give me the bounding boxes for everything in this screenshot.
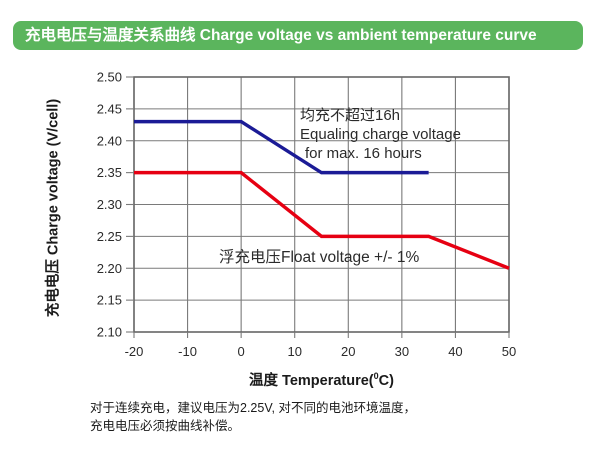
float-annotation-line: 浮充电压Float voltage +/- 1% xyxy=(219,249,420,266)
y-tick-label: 2.50 xyxy=(97,70,122,85)
chart-title-text: 充电电压与温度关系曲线 Charge voltage vs ambient te… xyxy=(25,27,537,44)
x-tick-label: -10 xyxy=(178,344,197,359)
equalize-annotation-line-en1: Equaling charge voltage xyxy=(300,126,461,143)
equalize-annotation-line-en2: for max. 16 hours xyxy=(305,145,422,162)
x-tick-label: 20 xyxy=(341,344,355,359)
y-axis-title: 充电电压 Charge voltage (V/cell) xyxy=(45,98,62,318)
x-tick-label: 10 xyxy=(287,344,301,359)
footnote-line-2: 充电电压必须按曲线补偿。 xyxy=(90,419,241,433)
equalize-annotation-line-cn: 均充不超过16h xyxy=(300,107,401,124)
equalizing-charge-voltage-line xyxy=(134,119,429,175)
x-tick-label: 30 xyxy=(395,344,409,359)
footnote-line-1: 对于连续充电，建议电压为2.25V, 对不同的电池环境温度， xyxy=(90,401,416,415)
x-tick-label: 40 xyxy=(448,344,462,359)
x-tick-label: -20 xyxy=(125,344,144,359)
y-tick-label: 2.35 xyxy=(97,165,122,180)
y-tick-label: 2.25 xyxy=(97,229,122,244)
y-tick-label: 2.30 xyxy=(97,197,122,212)
x-axis-title: 温度 Temperature(0C) xyxy=(134,369,509,390)
x-tick-label: 0 xyxy=(238,344,245,359)
chart-title-banner: 充电电压与温度关系曲线 Charge voltage vs ambient te… xyxy=(13,21,583,50)
x-axis-title-suffix: C) xyxy=(378,373,394,389)
y-tick-label: 2.15 xyxy=(97,293,122,308)
y-tick-label: 2.45 xyxy=(97,101,122,116)
x-tick-label: 50 xyxy=(502,344,516,359)
y-tick-label: 2.10 xyxy=(97,325,122,340)
y-tick-label: 2.20 xyxy=(97,261,122,276)
y-tick-label: 2.40 xyxy=(97,133,122,148)
float-voltage-line xyxy=(134,170,510,270)
equalize-annotation: 均充不超过16h Equaling charge voltage for max… xyxy=(300,106,461,163)
float-annotation: 浮充电压Float voltage +/- 1% xyxy=(219,245,419,267)
x-axis-title-prefix: 温度 Temperature( xyxy=(249,373,374,389)
x-axis-title-degree: 0 xyxy=(373,371,379,382)
footnote: 对于连续充电，建议电压为2.25V, 对不同的电池环境温度， 充电电压必须按曲线… xyxy=(90,399,416,435)
